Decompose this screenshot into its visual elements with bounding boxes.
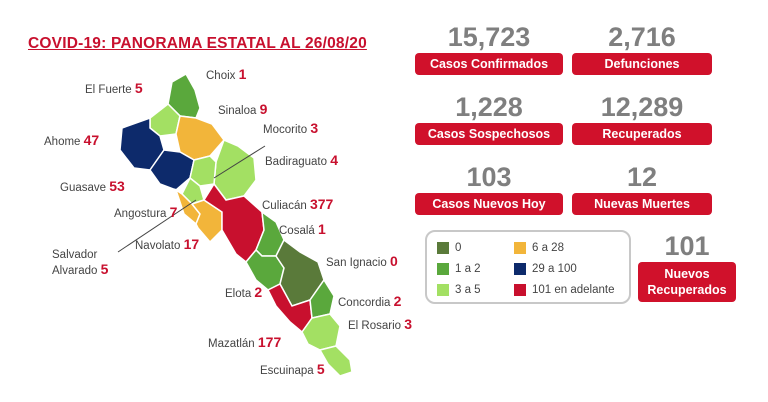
label-navolato: Navolato 17 xyxy=(135,236,200,252)
label-cosala: Cosalá 1 xyxy=(279,221,326,237)
stat-value: 12,289 xyxy=(600,92,684,122)
label-culiacan: Culiacán 377 xyxy=(262,196,334,212)
stat-label: Casos Confirmados xyxy=(415,53,563,75)
label-mocorito: Mocorito 3 xyxy=(263,120,319,136)
stat-label: Recuperados xyxy=(572,123,712,145)
stat-value: 101 xyxy=(664,231,710,261)
stat-value: 12 xyxy=(626,162,658,192)
legend-item: 1 a 2 xyxy=(437,263,481,275)
stat-confirmados: 15,723 Casos Confirmados xyxy=(415,22,563,75)
label-concordia: Concordia 2 xyxy=(338,293,402,309)
legend-swatch xyxy=(514,263,526,275)
stat-label: Casos Nuevos Hoy xyxy=(415,193,563,215)
legend-item: 0 xyxy=(437,242,461,254)
region-badiraguato[interactable] xyxy=(213,138,257,201)
region-escuinapa[interactable] xyxy=(318,345,353,377)
stat-value: 1,228 xyxy=(455,92,523,122)
mocorito-leader xyxy=(213,145,266,179)
stat-label: Nuevos Recuperados xyxy=(638,262,736,302)
stat-defunciones: 2,716 Defunciones xyxy=(572,22,712,75)
label-guasave: Guasave 53 xyxy=(60,178,125,194)
legend-item: 3 a 5 xyxy=(437,284,481,296)
label-sinaloa: Sinaloa 9 xyxy=(218,101,268,117)
legend-item: 6 a 28 xyxy=(514,242,564,254)
stat-nuevos-recuperados: 101 Nuevos Recuperados xyxy=(638,231,736,302)
legend-item: 29 a 100 xyxy=(514,263,577,275)
label-badiraguato: Badiraguato 4 xyxy=(265,152,339,168)
legend-swatch xyxy=(437,284,449,296)
region-el-rosario[interactable] xyxy=(301,313,341,351)
region-concordia[interactable] xyxy=(309,278,335,319)
stat-recuperados: 12,289 Recuperados xyxy=(572,92,712,145)
stat-label: Defunciones xyxy=(572,53,712,75)
label-choix: Choix 1 xyxy=(206,66,247,82)
label-ahome: Ahome 47 xyxy=(44,132,100,148)
stat-value: 15,723 xyxy=(447,22,531,52)
label-elota: Elota 2 xyxy=(225,284,263,300)
label-mazatlan: Mazatlán 177 xyxy=(208,334,282,350)
label-el-rosario: El Rosario 3 xyxy=(348,316,413,332)
salvador-alvarado-leader xyxy=(117,199,197,253)
stat-nuevas-muertes: 12 Nuevas Muertes xyxy=(572,162,712,215)
legend-swatch xyxy=(437,242,449,254)
stat-label: Nuevas Muertes xyxy=(572,193,712,215)
label-escuinapa: Escuinapa 5 xyxy=(260,361,325,377)
stat-label: Casos Sospechosos xyxy=(415,123,563,145)
stat-value: 103 xyxy=(466,162,512,192)
legend-swatch xyxy=(437,263,449,275)
label-san-ignacio: San Ignacio 0 xyxy=(326,253,398,269)
label-el-fuerte: El Fuerte 5 xyxy=(85,80,143,96)
stat-nuevos-hoy: 103 Casos Nuevos Hoy xyxy=(415,162,563,215)
legend-swatch xyxy=(514,284,526,296)
label-salvador-alvarado: Salvador Alvarado 5 xyxy=(52,249,109,277)
stat-sospechosos: 1,228 Casos Sospechosos xyxy=(415,92,563,145)
legend-item: 101 en adelante xyxy=(514,284,615,296)
legend: 0 1 a 2 3 a 5 6 a 28 29 a 100 101 en ade… xyxy=(425,230,631,304)
legend-swatch xyxy=(514,242,526,254)
page-title: COVID-19: PANORAMA ESTATAL AL 26/08/20 xyxy=(28,35,367,52)
label-angostura: Angostura 7 xyxy=(114,204,178,220)
stat-value: 2,716 xyxy=(608,22,676,52)
